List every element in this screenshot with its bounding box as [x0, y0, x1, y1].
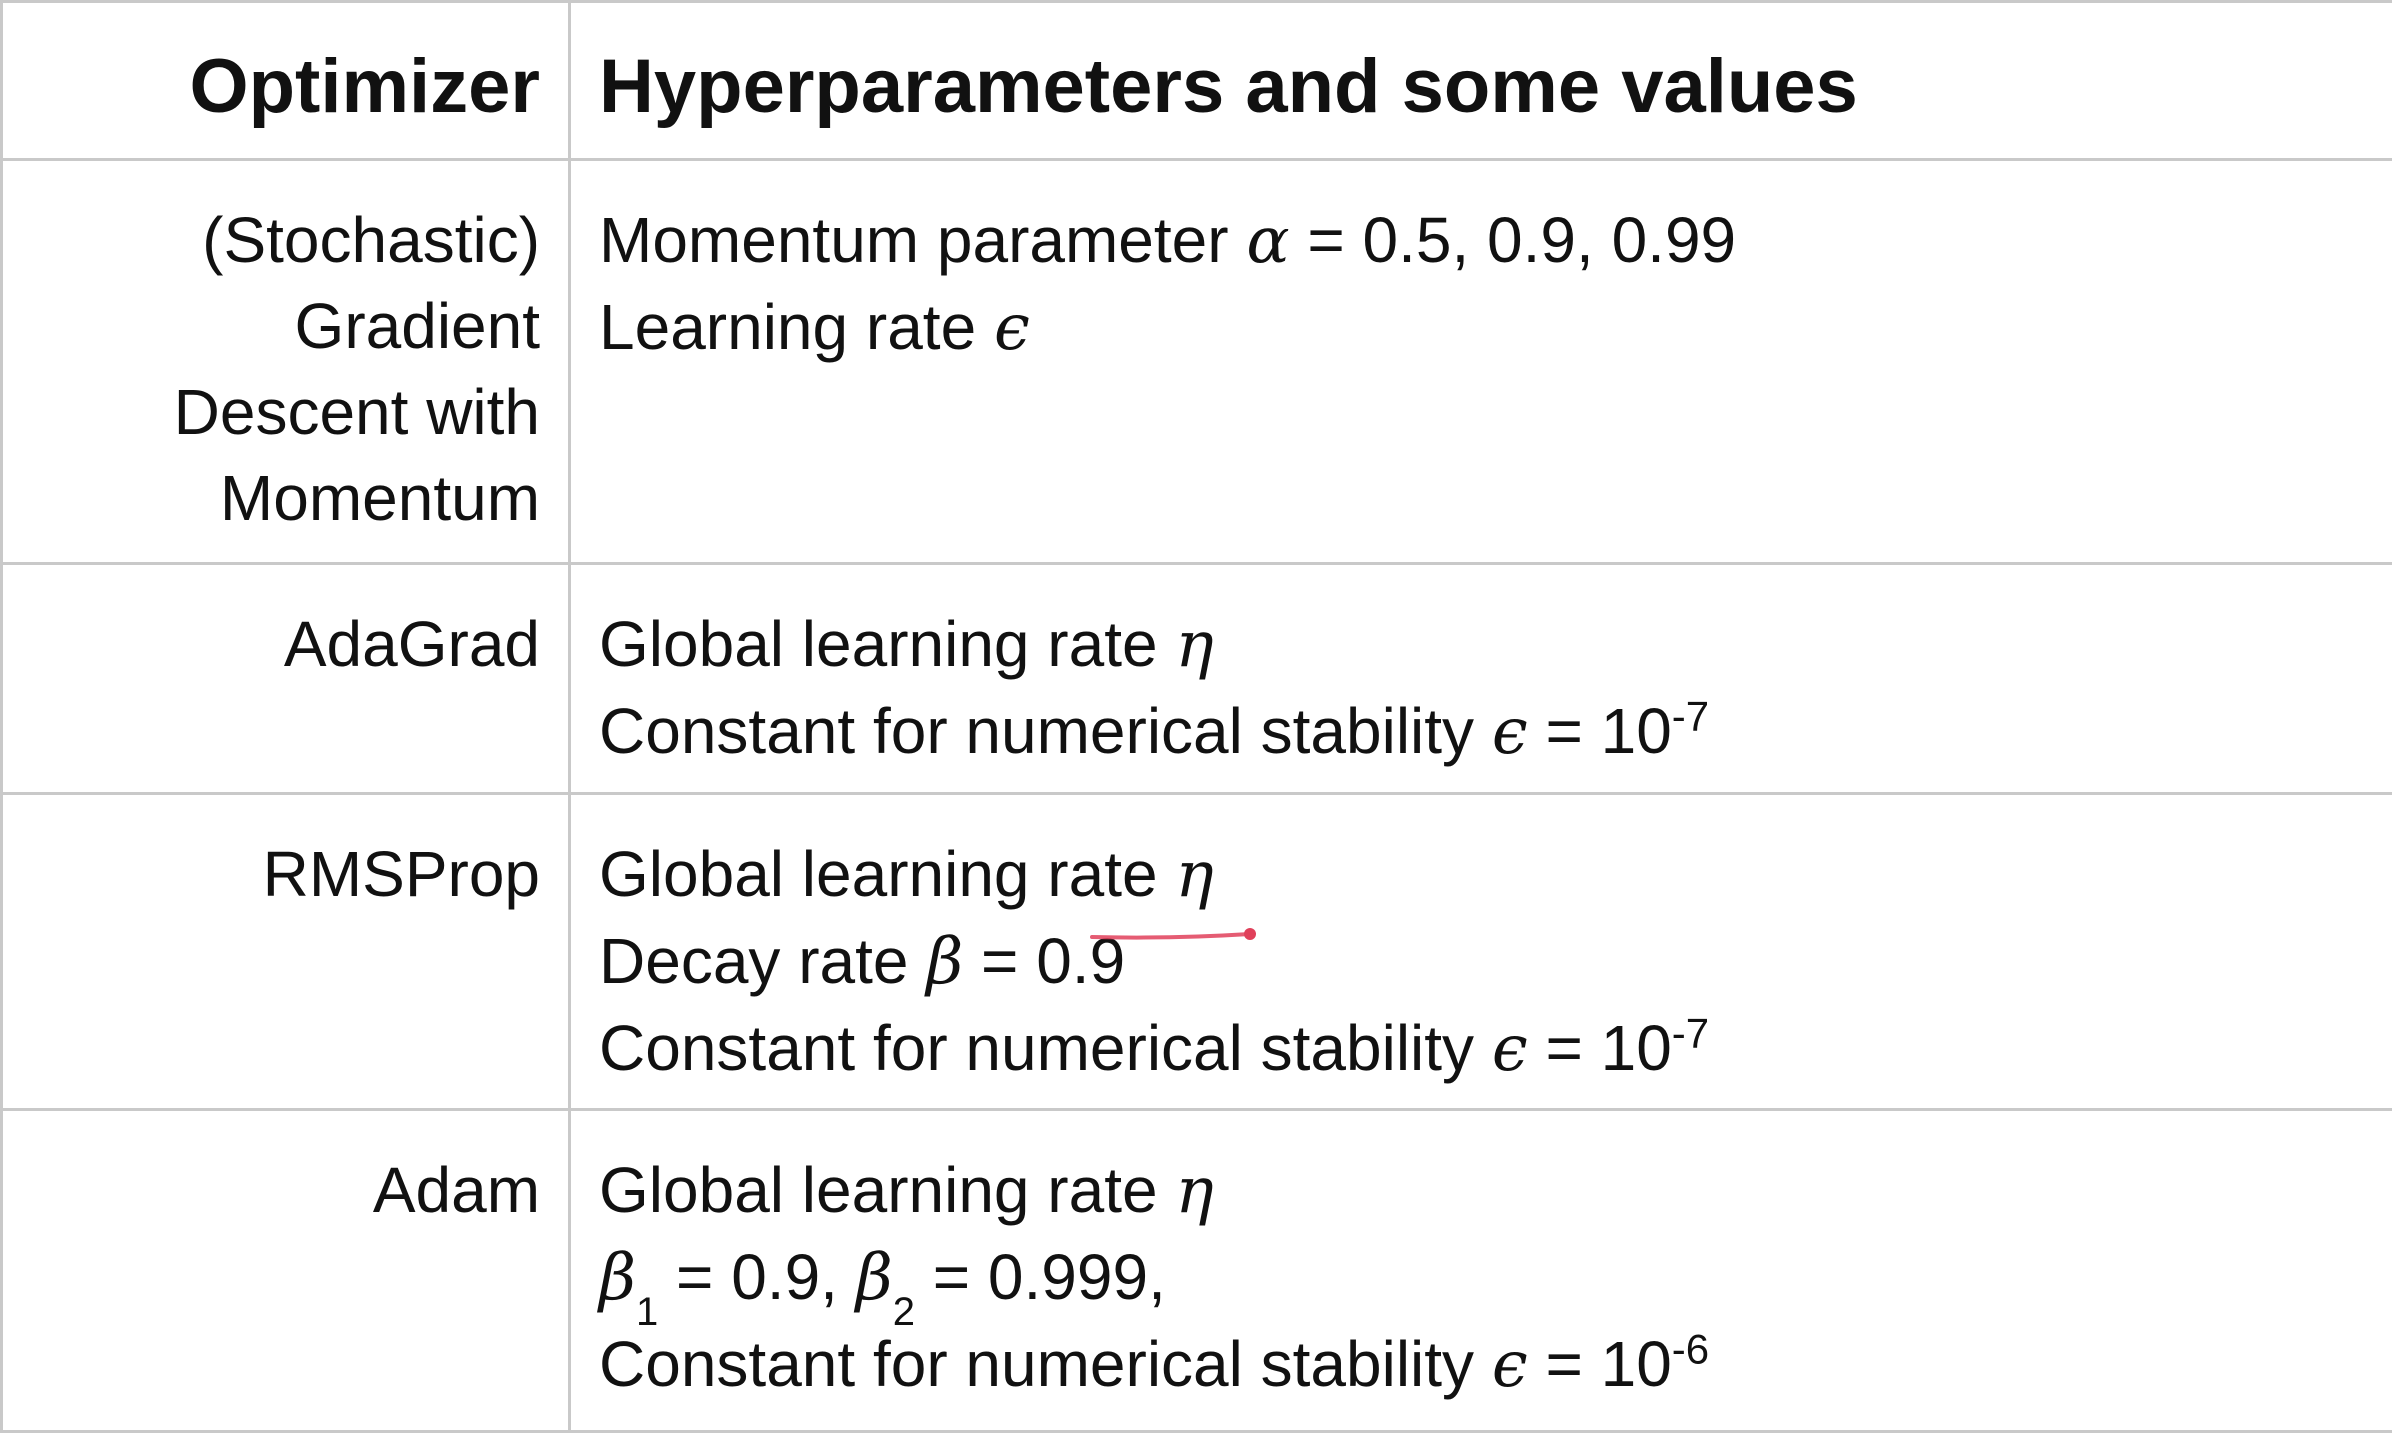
param-stability-constant: Constant for numerical stability ϵ = 10-… — [599, 1321, 2392, 1408]
header-hyperparameters: Hyperparameters and some values — [570, 2, 2392, 160]
param-stability-constant: Constant for numerical stability ϵ = 10-… — [599, 688, 2392, 775]
param-value: = 10 — [1528, 1328, 1672, 1400]
optimizer-cell-sgd-momentum: (Stochastic) Gradient Descent with Momen… — [2, 160, 570, 564]
param-decay-rate: Decay rate β = 0.9 — [599, 918, 2392, 1005]
param-value: = 10 — [1528, 1012, 1672, 1084]
exponent: -7 — [1672, 1010, 1709, 1057]
param-learning-rate: Learning rate ϵ — [599, 284, 2392, 371]
optimizer-name-line: Gradient — [3, 283, 540, 369]
optimizer-cell-rmsprop: RMSProp — [2, 794, 570, 1110]
param-betas: β1 = 0.9, β2 = 0.999, — [599, 1234, 2392, 1321]
param-label: Global learning rate — [599, 608, 1175, 680]
param-label: Constant for numerical stability — [599, 1328, 1492, 1400]
params-cell-adam: Global learning rate η β1 = 0.9, β2 = 0.… — [570, 1110, 2392, 1432]
param-label: Global learning rate — [599, 838, 1175, 910]
optimizer-cell-adagrad: AdaGrad — [2, 564, 570, 794]
table-header-row: Optimizer Hyperparameters and some value… — [2, 2, 2392, 160]
param-value: = 0.5, 0.9, 0.99 — [1290, 204, 1737, 276]
optimizer-name-line: (Stochastic) — [3, 197, 540, 283]
param-value: = 0.9 — [963, 925, 1125, 997]
optimizer-name-line: Adam — [3, 1147, 540, 1233]
eta-symbol: η — [1175, 838, 1213, 912]
exponent: -7 — [1672, 693, 1709, 740]
param-value: = 10 — [1528, 695, 1672, 767]
epsilon-symbol: ϵ — [994, 291, 1030, 365]
epsilon-symbol: ϵ — [1492, 1328, 1528, 1402]
beta-symbol: β — [926, 925, 963, 999]
eta-symbol: η — [1175, 1154, 1213, 1228]
param-label: Momentum parameter — [599, 204, 1246, 276]
param-value: = 0.999, — [915, 1241, 1166, 1313]
param-global-learning-rate: Global learning rate η — [599, 831, 2392, 918]
epsilon-symbol: ϵ — [1492, 695, 1528, 769]
param-stability-constant: Constant for numerical stability ϵ = 10-… — [599, 1005, 2392, 1092]
param-label: Constant for numerical stability — [599, 695, 1492, 767]
param-label: Decay rate — [599, 925, 926, 997]
optimizer-name-line: Descent with — [3, 369, 540, 455]
param-label: Learning rate — [599, 291, 994, 363]
optimizer-name-line: Momentum — [3, 455, 540, 541]
param-global-learning-rate: Global learning rate η — [599, 601, 2392, 688]
param-label: Constant for numerical stability — [599, 1012, 1492, 1084]
epsilon-symbol: ϵ — [1492, 1012, 1528, 1086]
header-optimizer: Optimizer — [2, 2, 570, 160]
param-value: = 0.9, — [658, 1241, 855, 1313]
eta-symbol: η — [1175, 608, 1213, 682]
params-cell-rmsprop: Global learning rate η Decay rate β = 0.… — [570, 794, 2392, 1110]
table-row-adagrad: AdaGrad Global learning rate η Constant … — [2, 564, 2392, 794]
param-label: Global learning rate — [599, 1154, 1175, 1226]
optimizer-cell-adam: Adam — [2, 1110, 570, 1432]
param-momentum: Momentum parameter α = 0.5, 0.9, 0.99 — [599, 197, 2392, 284]
params-cell-adagrad: Global learning rate η Constant for nume… — [570, 564, 2392, 794]
exponent: -6 — [1672, 1326, 1709, 1373]
beta-symbol: β — [856, 1241, 893, 1315]
optimizer-name-line: AdaGrad — [3, 601, 540, 687]
optimizer-name-line: RMSProp — [3, 831, 540, 917]
table-row-sgd-momentum: (Stochastic) Gradient Descent with Momen… — [2, 160, 2392, 564]
beta-symbol: β — [599, 1241, 636, 1315]
table-row-rmsprop: RMSProp Global learning rate η Decay rat… — [2, 794, 2392, 1110]
param-global-learning-rate: Global learning rate η — [599, 1147, 2392, 1234]
alpha-symbol: α — [1246, 204, 1289, 278]
table-row-adam: Adam Global learning rate η β1 = 0.9, β2… — [2, 1110, 2392, 1432]
params-cell-sgd-momentum: Momentum parameter α = 0.5, 0.9, 0.99 Le… — [570, 160, 2392, 564]
